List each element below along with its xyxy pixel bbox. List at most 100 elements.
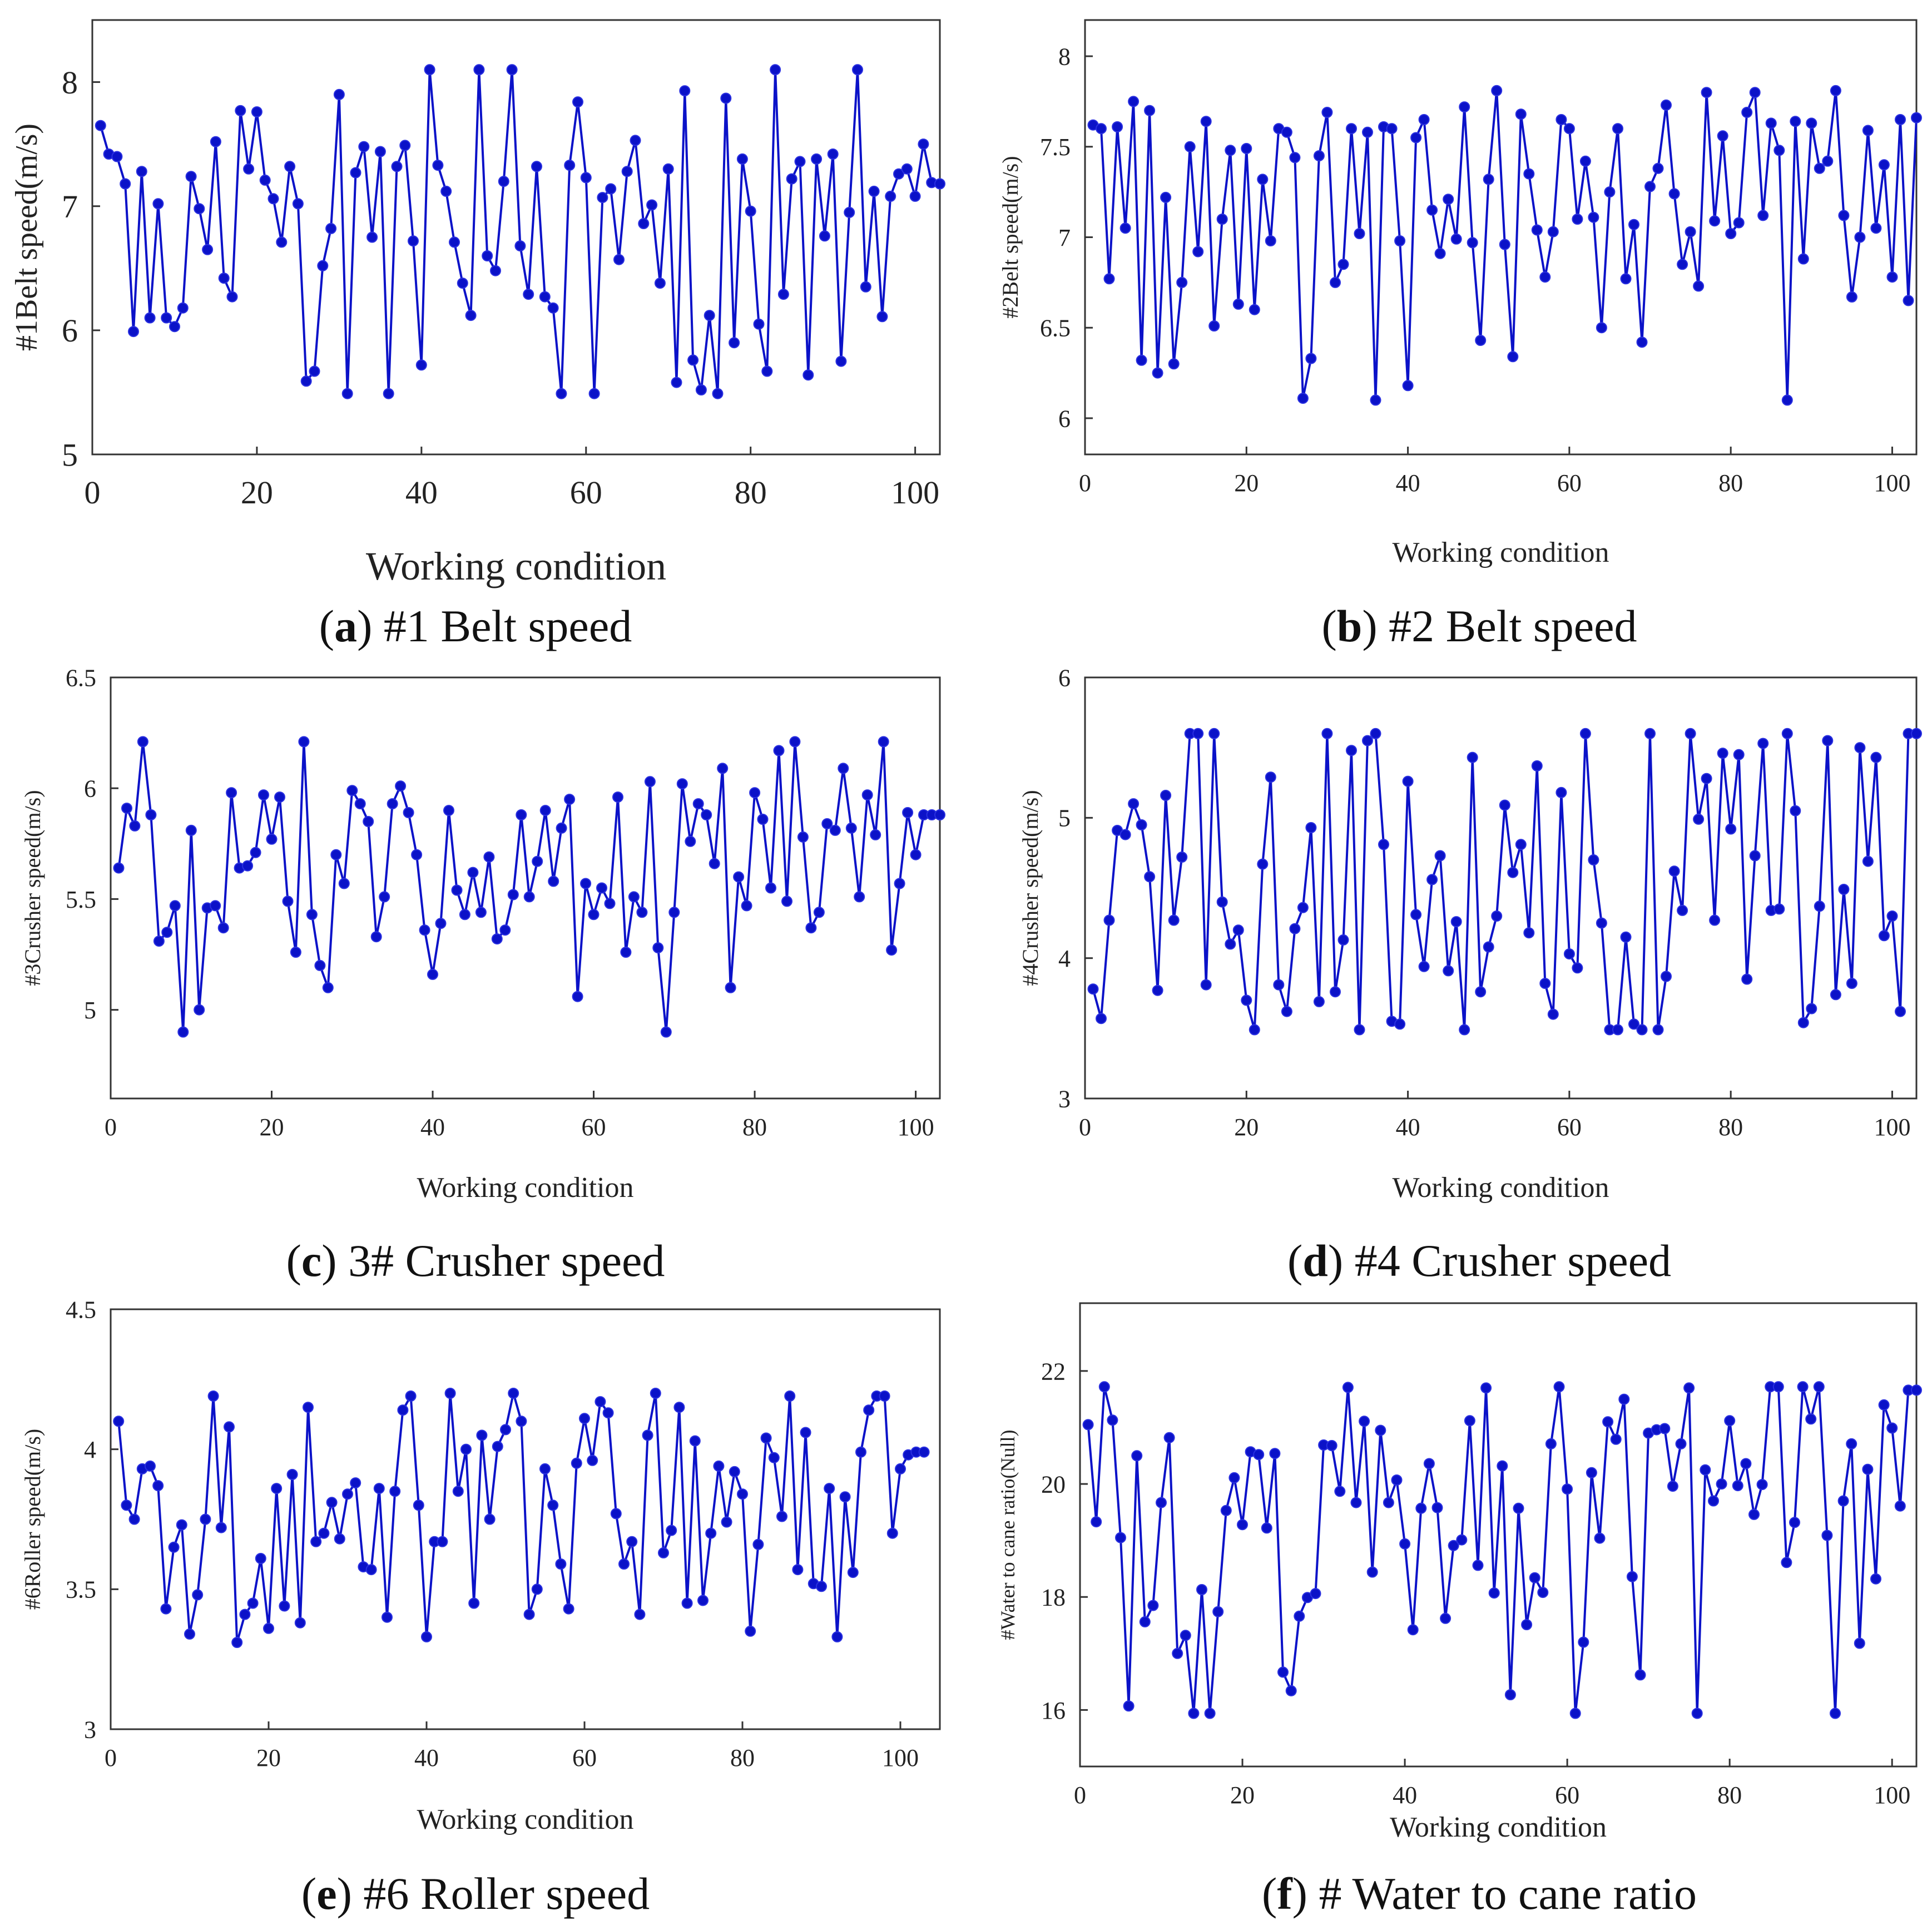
data-point <box>121 1500 132 1511</box>
data-point <box>1443 194 1454 205</box>
data-point <box>457 278 468 289</box>
data-point <box>1139 1616 1151 1627</box>
data-point <box>1531 760 1543 771</box>
data-point <box>1604 186 1616 198</box>
data-point <box>452 1486 464 1497</box>
data-point <box>777 289 789 300</box>
data-point <box>910 849 922 860</box>
x-tick-label: 60 <box>570 474 602 511</box>
x-tick-label: 80 <box>730 1744 755 1771</box>
data-point <box>111 151 123 162</box>
x-tick-label: 40 <box>1396 469 1420 497</box>
data-point <box>1257 858 1269 870</box>
data-point <box>893 168 904 180</box>
data-point <box>638 218 650 229</box>
data-point <box>753 318 765 330</box>
data-point <box>491 933 503 945</box>
plot-frame <box>1079 1302 1918 1768</box>
data-point <box>555 1558 567 1570</box>
caption-letter: f <box>1277 1868 1293 1919</box>
data-point <box>161 927 173 938</box>
data-point <box>1362 126 1373 138</box>
data-point <box>878 736 889 748</box>
data-point <box>310 1536 322 1547</box>
data-point <box>695 384 707 395</box>
data-point <box>1096 123 1107 135</box>
data-point <box>1394 1018 1406 1030</box>
data-point <box>290 947 301 958</box>
data-point <box>827 149 839 160</box>
data-point <box>1115 1532 1126 1543</box>
data-point <box>226 291 238 303</box>
y-tick-label: 7 <box>62 189 78 225</box>
data-point <box>415 359 427 371</box>
plot-frame <box>110 676 941 1100</box>
data-point <box>465 310 477 321</box>
data-point <box>1774 145 1785 156</box>
caption-letter: e <box>316 1868 336 1919</box>
data-point <box>773 745 785 756</box>
data-point <box>650 1388 661 1399</box>
data-point <box>1261 1522 1272 1534</box>
data-point <box>177 1026 189 1038</box>
data-point <box>215 1522 227 1533</box>
data-point <box>620 947 632 958</box>
data-point <box>397 1404 409 1416</box>
y-tick-label: 6 <box>62 313 78 349</box>
data-point <box>1204 1708 1216 1719</box>
data-point <box>1806 117 1817 129</box>
data-point <box>194 1004 205 1016</box>
data-point <box>255 1553 266 1564</box>
x-tick-label: 20 <box>1234 469 1259 497</box>
data-point <box>1426 204 1438 216</box>
data-point <box>1192 246 1204 258</box>
data-point <box>235 105 246 116</box>
data-point <box>835 355 847 367</box>
data-point <box>243 163 255 175</box>
data-point <box>1305 353 1317 364</box>
data-point <box>902 807 914 818</box>
data-point <box>671 377 682 388</box>
data-point <box>1895 114 1906 125</box>
data-point <box>1756 1479 1768 1491</box>
data-point <box>514 240 526 252</box>
data-point <box>1128 96 1140 107</box>
caption-letter: d <box>1302 1235 1328 1286</box>
data-point <box>314 959 326 971</box>
chart-panel-f: 0 20 40 60 80 100 16 18 20 22 Working condition #Wa… <box>997 1302 1922 1919</box>
data-point <box>1160 191 1172 203</box>
data-point <box>1152 367 1163 379</box>
data-point <box>294 1617 306 1629</box>
data-point <box>1797 253 1809 265</box>
data-point <box>1370 728 1381 739</box>
data-point <box>451 884 463 896</box>
data-point <box>765 882 776 894</box>
data-point <box>749 787 761 799</box>
data-point <box>1685 226 1696 237</box>
data-point <box>1693 813 1705 825</box>
chart-panel-d: 0 20 40 60 80 100 3 4 5 6 Working condition #4Crush… <box>1018 664 1922 1286</box>
data-point <box>1838 884 1850 895</box>
data-point <box>1572 962 1583 974</box>
data-point <box>160 1603 172 1615</box>
y-tick-label: 3 <box>84 1716 96 1743</box>
data-point <box>318 1527 330 1539</box>
data-point <box>1152 984 1163 996</box>
data-point <box>1701 773 1712 784</box>
data-point <box>660 1026 672 1038</box>
data-point <box>1717 748 1728 759</box>
data-point <box>662 163 674 175</box>
x-tick-label: 40 <box>405 474 438 511</box>
data-point <box>1350 1497 1362 1508</box>
data-point <box>1431 1502 1443 1513</box>
data-point <box>342 1488 353 1500</box>
data-point <box>792 1564 804 1576</box>
data-point <box>861 789 873 801</box>
data-point <box>1410 132 1422 143</box>
data-point <box>473 64 485 76</box>
data-point <box>1418 961 1430 972</box>
x-tick-label: 20 <box>241 474 273 511</box>
data-point <box>1342 1382 1354 1393</box>
data-point <box>605 183 617 195</box>
data-point <box>588 388 600 399</box>
